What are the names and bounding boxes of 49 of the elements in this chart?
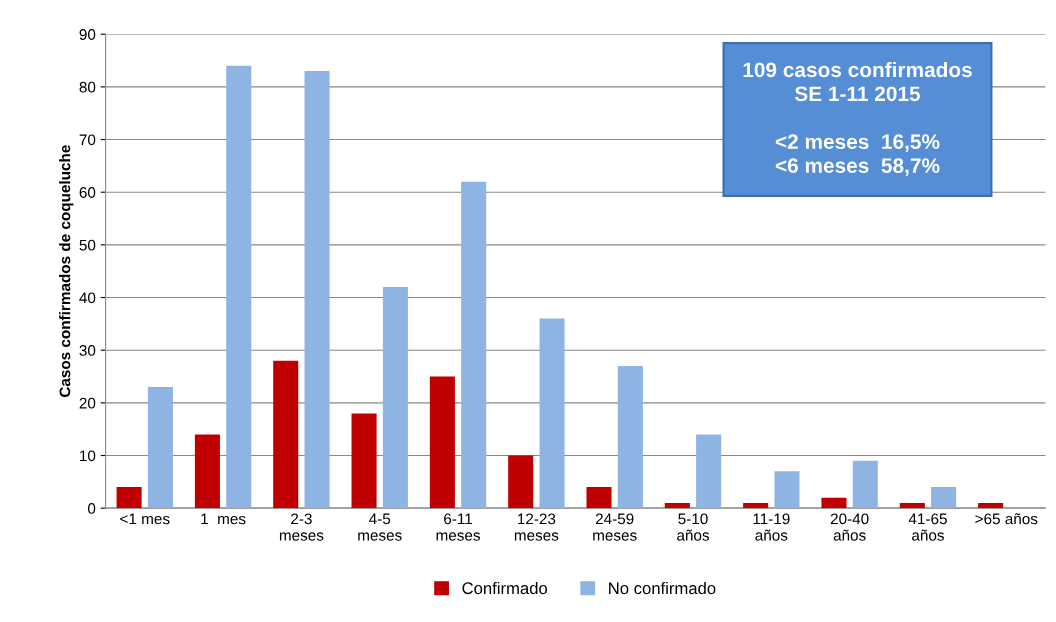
y-tick-label: 80	[79, 81, 96, 93]
bar	[696, 434, 722, 509]
text: 109 casos confirmados SE 1-11 2015 <2 meses 16,5% <6 meses 58,7%	[743, 61, 972, 177]
bar	[226, 65, 252, 509]
bar	[821, 497, 847, 509]
y-tick-label: 60	[79, 187, 96, 198]
x-tick-label: >65 años	[975, 513, 1038, 525]
x-tick-label: 6-11 meses	[436, 513, 480, 541]
x-tick-label: <1 mes	[120, 513, 170, 525]
bar	[743, 502, 769, 509]
bar	[429, 376, 455, 509]
y-tick-label: 30	[79, 345, 96, 356]
x-tick-label: 24-59 meses	[593, 513, 637, 541]
legend-label: No confirmado	[609, 581, 716, 595]
bar	[931, 487, 957, 509]
y-axis-title: Casos confirmados de coqueluche	[59, 145, 74, 398]
bar	[461, 181, 487, 509]
x-tick-label: 4-5 meses	[358, 513, 402, 541]
bar	[382, 286, 408, 509]
x-tick-label: 2-3 meses	[279, 513, 324, 541]
y-tick-label: 70	[79, 134, 96, 146]
x-tick-label: 20-40 años	[830, 513, 869, 541]
y-tick-label: 0	[87, 503, 96, 514]
bar	[351, 413, 377, 509]
bar	[774, 471, 800, 509]
bar	[664, 502, 690, 509]
y-tick-label: 10	[80, 450, 96, 462]
bar	[978, 502, 1004, 509]
bar	[586, 487, 612, 509]
x-tick-label: 41-65 años	[908, 513, 947, 541]
legend-label: Confirmado	[462, 581, 548, 595]
y-tick-label: 40	[79, 292, 96, 304]
bar	[539, 318, 565, 509]
bar	[508, 455, 534, 509]
y-tick-label: 90	[79, 29, 96, 40]
x-tick-label: 5-10 años	[677, 513, 710, 541]
y-tick-label: 20	[79, 397, 96, 409]
x-tick-label: 11-19 años	[753, 513, 790, 541]
bar	[116, 487, 142, 509]
x-tick-label: 12-23 meses	[514, 513, 559, 541]
bar	[852, 460, 878, 509]
bar	[273, 360, 299, 509]
bar	[899, 502, 925, 509]
bar	[304, 71, 330, 509]
bar	[147, 387, 173, 509]
bar	[617, 365, 643, 509]
bar	[194, 434, 220, 509]
x-tick-label: 1 mes	[201, 513, 246, 525]
y-tick-label: 50	[79, 239, 96, 251]
